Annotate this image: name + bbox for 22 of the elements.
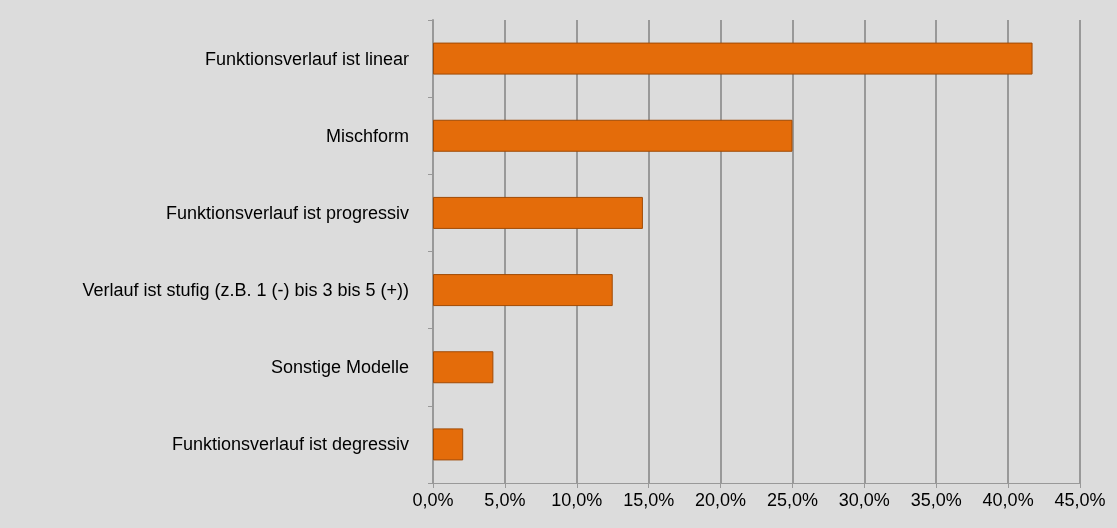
x-tick-label: 45,0%	[1054, 490, 1106, 510]
bar	[433, 119, 793, 152]
x-tick-label: 5,0%	[484, 490, 526, 510]
y-tick-label: Funktionsverlauf ist degressiv	[171, 434, 409, 455]
x-tick-label: 15,0%	[623, 490, 675, 510]
y-tick-label: Funktionsverlauf ist linear	[204, 48, 409, 69]
y-tick-label: Sonstige Modelle	[270, 357, 409, 378]
x-tick-label: 20,0%	[695, 490, 747, 510]
x-tick-label: 0,0%	[412, 490, 454, 510]
x-tick-label: 30,0%	[838, 490, 890, 510]
y-tick-label: Funktionsverlauf ist progressiv	[165, 202, 409, 223]
x-tick-label: 35,0%	[910, 490, 962, 510]
bar	[433, 274, 613, 307]
bar	[433, 428, 464, 461]
bar	[433, 196, 643, 229]
bar	[433, 351, 494, 384]
x-tick-label: 25,0%	[766, 490, 818, 510]
x-tick-label: 40,0%	[982, 490, 1034, 510]
bar	[433, 42, 1033, 75]
y-tick-label: Verlauf ist stufig (z.B. 1 (-) bis 3 bis 5 (+))	[82, 280, 409, 301]
x-tick-label: 10,0%	[551, 490, 603, 510]
y-tick-label: Mischform	[325, 125, 409, 146]
